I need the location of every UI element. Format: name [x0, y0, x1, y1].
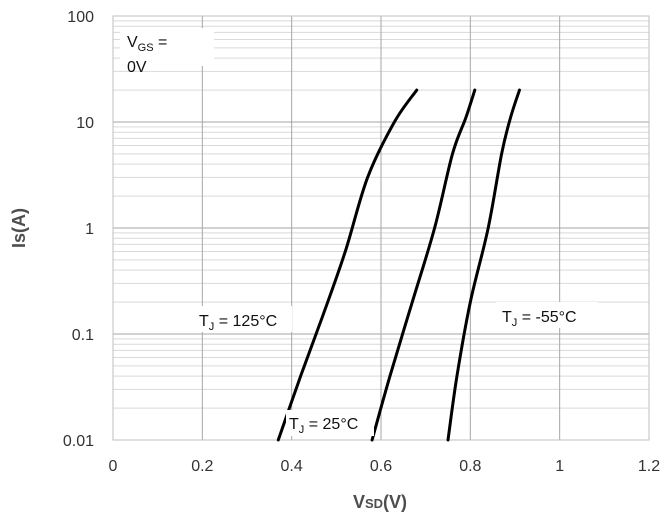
x-tick-label: 0.6	[370, 458, 392, 475]
x-tick-label: 0	[109, 458, 118, 475]
x-axis-ticks: 0 0.2 0.4 0.6 0.8 1 1.2	[109, 458, 661, 475]
x-axis-title: VSD(V)	[353, 492, 407, 512]
vgs-annotation-line2: 0V	[127, 59, 147, 76]
tjm55-annotation-bg	[496, 302, 598, 328]
tj25-annotation-bg	[286, 410, 374, 436]
tj25-annotation: TJ = 25°C	[289, 416, 358, 436]
x-tick-label: 0.8	[459, 458, 481, 475]
y-axis-ticks: 0.01 0.1 1 10 100	[63, 9, 94, 450]
y-axis-title: Is(A)	[9, 208, 29, 248]
y-tick-label: 100	[67, 9, 94, 26]
x-tick-label: 1	[555, 458, 564, 475]
x-tick-label: 0.4	[281, 458, 303, 475]
series-line-2	[370, 88, 477, 442]
x-tick-label: 1.2	[638, 458, 660, 475]
vgs-annotation: VGS =	[127, 34, 167, 54]
series-line-3	[446, 88, 521, 442]
y-tick-label: 0.01	[63, 433, 94, 450]
y-tick-label: 10	[76, 115, 94, 132]
plot-area-border	[112, 15, 650, 441]
x-tick-label: 0.2	[191, 458, 213, 475]
y-tick-label: 0.1	[72, 327, 94, 344]
series-line-1	[276, 88, 419, 442]
tj125-annotation-bg	[190, 306, 292, 332]
series-group	[276, 88, 521, 442]
vgs-annotation-bg	[120, 28, 214, 66]
y-tick-label: 1	[85, 221, 94, 238]
tj125-annotation: TJ = 125°C	[199, 313, 277, 333]
tjm55-annotation: TJ = -55°C	[502, 309, 577, 329]
